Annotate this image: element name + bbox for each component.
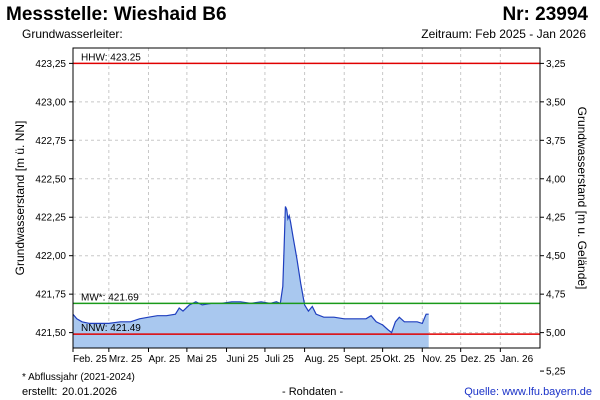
y-tick-label: 422,50: [35, 174, 66, 185]
reference-label-mw: MW*: 421.69: [81, 292, 139, 303]
reference-label-hhw: HHW: 423.25: [81, 52, 141, 63]
y-tick-label: 422,25: [35, 213, 66, 224]
x-tick-label: Mrz. 25: [109, 354, 143, 365]
y-axis-right: 3,25 3,50 3,75 4,00 4,25 4,50 4,75 5,00 5,25: [540, 59, 566, 378]
y2-tick-label: 5,25: [546, 367, 566, 378]
x-tick-label: Juni 25: [227, 354, 260, 365]
source-link[interactable]: www.lfu.bayern.de: [502, 386, 592, 398]
time-period: Zeitraum: Feb 2025 - Jan 2026: [421, 27, 586, 41]
x-tick-label: Okt. 25: [383, 354, 416, 365]
y2-tick-label: 4,75: [546, 290, 566, 301]
y-axis-left: 423,25 423,00 422,75 422,50 422,25 422,00 421,…: [35, 59, 73, 339]
x-tick-label: Dez. 25: [461, 354, 496, 365]
x-tick-label: Apr. 25: [148, 354, 180, 365]
y-tick-label: 423,00: [35, 97, 66, 108]
x-axis: Feb. 25 Mrz. 25 Apr. 25 Mai 25 Juni 25 Juli 2…: [72, 348, 534, 365]
y2-tick-label: 5,00: [546, 328, 566, 339]
reference-label-nnw: NNW: 421.49: [81, 323, 141, 334]
y-tick-label: 423,25: [35, 59, 66, 70]
x-tick-label: Jan. 26: [500, 354, 533, 365]
y2-tick-label: 3,75: [546, 136, 566, 147]
source: Quelle: www.lfu.bayern.de: [464, 386, 592, 398]
x-tick-label: Mai 25: [187, 354, 217, 365]
aquifer-label: Grundwasserleiter:: [22, 27, 123, 41]
footnote: * Abflussjahr (2021-2024): [22, 372, 135, 383]
y-tick-label: 421,75: [35, 290, 66, 301]
x-tick-label: Nov. 25: [422, 354, 456, 365]
plot-area: [73, 48, 540, 348]
x-tick-label: Sept. 25: [344, 354, 382, 365]
y-tick-label: 422,75: [35, 136, 66, 147]
y2-tick-label: 4,50: [546, 251, 566, 262]
y2-tick-label: 3,50: [546, 97, 566, 108]
created-label: erstellt:: [22, 386, 58, 398]
y2-tick-label: 4,00: [546, 174, 566, 185]
rawdata-note: - Rohdaten -: [282, 386, 344, 398]
reference-lines: HHW: 423.25 MW*: 421.69 NNW: 421.49: [73, 52, 540, 335]
y2-axis-title: Grundwasserstand [m u. Gelände]: [575, 107, 589, 290]
y2-tick-label: 3,25: [546, 59, 566, 70]
plot-border: [72, 47, 541, 349]
y-tick-label: 421,50: [35, 328, 66, 339]
created-date: 20.01.2026: [62, 386, 118, 398]
x-tick-label: Aug. 25: [305, 354, 340, 365]
source-label: Quelle:: [464, 386, 500, 398]
y-tick-label: 422,00: [35, 251, 66, 262]
x-tick-label: Feb. 25: [73, 354, 107, 365]
y2-tick-label: 4,25: [546, 213, 566, 224]
y-axis-title: Grundwasserstand [m ü. NN]: [13, 121, 27, 276]
station-title: Messstelle: Wieshaid B6: [6, 4, 227, 25]
station-number: Nr: 23994: [502, 4, 588, 25]
water-level-line: [72, 206, 429, 334]
x-tick-label: Juli 25: [265, 354, 294, 365]
